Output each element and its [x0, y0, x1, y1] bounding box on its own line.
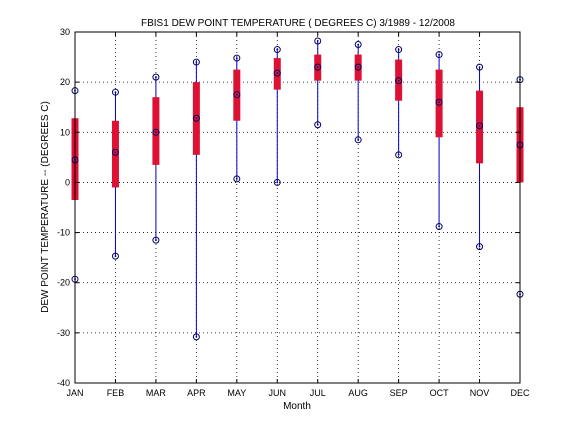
x-tick-label: JUL [310, 388, 326, 398]
x-tick-label: DEC [510, 388, 530, 398]
y-tick-label: -30 [57, 328, 70, 338]
max-marker-dot-sep [397, 48, 400, 51]
x-tick-label: FEB [107, 388, 125, 398]
chart-title: FBIS1 DEW POINT TEMPERATURE ( DEGREES C)… [141, 18, 455, 29]
max-marker-dot-feb [114, 91, 117, 94]
median-marker-aug [354, 63, 362, 71]
iqr-box-feb [111, 120, 119, 188]
median-marker-oct [435, 98, 443, 106]
min-marker-dot-nov [478, 245, 481, 248]
min-marker-dot-sep [397, 153, 400, 156]
median-marker-jun [273, 69, 281, 77]
median-marker-dot-nov [478, 124, 481, 127]
max-marker-apr [192, 58, 200, 66]
x-tick-label: MAY [227, 388, 246, 398]
min-marker-mar [152, 236, 160, 244]
max-marker-dot-mar [155, 76, 157, 79]
y-tick-label: 30 [60, 27, 70, 37]
max-marker-dot-jun [276, 48, 279, 51]
min-marker-sep [395, 151, 403, 159]
y-axis-ticks: -40 -30 -20 -10 0 10 20 30 [57, 27, 520, 388]
min-marker-dot-oct [438, 225, 440, 228]
median-marker-jul [314, 63, 322, 71]
median-marker-feb [111, 148, 119, 156]
x-axis-ticks: JAN FEB MAR APR MAY JUN JUL AUG SEP OCT NOV DEC [66, 32, 530, 398]
y-tick-label: 10 [60, 127, 70, 137]
median-marker-dot-jun [276, 72, 279, 75]
iqr-box-nov [476, 90, 484, 164]
y-axis-label: DEW POINT TEMPERATURE -- (DEGREES C) [40, 101, 51, 313]
iqr-box-oct [435, 69, 443, 138]
max-marker-dot-nov [478, 66, 481, 68]
min-marker-nov [476, 243, 484, 251]
min-marker-oct [435, 223, 443, 231]
y-tick-label: 20 [60, 77, 70, 87]
stat-markers [71, 37, 524, 341]
plot-frame [74, 31, 521, 384]
y-tick-label: -20 [57, 278, 70, 288]
max-marker-may [233, 54, 241, 62]
y-tick-label: -40 [57, 378, 70, 388]
min-marker-jul [314, 121, 322, 129]
max-marker-sep [395, 46, 403, 54]
min-marker-dot-feb [114, 255, 117, 258]
median-marker-dot-feb [114, 151, 117, 154]
x-tick-label: NOV [470, 388, 490, 398]
median-marker-apr [192, 114, 200, 122]
min-marker-feb [111, 252, 119, 260]
min-marker-dot-jul [316, 123, 319, 126]
x-tick-label: APR [187, 388, 206, 398]
median-marker-may [233, 91, 241, 99]
median-marker-dot-jul [316, 66, 319, 68]
max-marker-dot-aug [357, 43, 360, 46]
x-axis-label: Month [283, 401, 311, 412]
y-tick-label: -10 [57, 228, 70, 238]
median-marker-mar [152, 128, 160, 136]
x-tick-label: AUG [348, 388, 368, 398]
max-marker-dot-may [235, 57, 238, 59]
iqr-box-mar [152, 97, 160, 165]
median-marker-dot-sep [397, 79, 400, 82]
min-marker-dot-mar [155, 239, 157, 241]
max-marker-feb [111, 88, 119, 96]
max-marker-nov [476, 63, 484, 71]
median-marker-dot-mar [155, 131, 157, 134]
x-tick-label: JUN [269, 388, 287, 398]
median-marker-sep [395, 77, 403, 85]
min-marker-jun [273, 178, 281, 186]
median-marker-dot-oct [438, 101, 440, 104]
max-marker-dot-jul [316, 40, 319, 42]
x-tick-label: OCT [430, 388, 450, 398]
max-marker-oct [435, 51, 443, 59]
iqr-boxes [71, 54, 524, 200]
median-marker-dot-aug [357, 66, 360, 68]
max-marker-jun [273, 46, 281, 54]
max-marker-aug [354, 41, 362, 49]
max-marker-mar [152, 73, 160, 81]
y-tick-label: 0 [65, 177, 70, 187]
median-marker-dot-apr [195, 117, 198, 120]
min-marker-dot-apr [195, 335, 198, 338]
max-marker-jul [314, 37, 322, 45]
median-marker-dot-may [235, 93, 238, 96]
max-marker-dot-apr [195, 61, 198, 63]
min-marker-dot-aug [357, 138, 360, 141]
min-marker-apr [192, 333, 200, 341]
whiskers [74, 41, 521, 337]
x-tick-label: SEP [390, 388, 408, 398]
min-marker-may [233, 175, 241, 183]
grid-lines [75, 32, 520, 383]
min-marker-dot-may [235, 178, 238, 180]
min-marker-dot-jun [276, 181, 279, 184]
x-tick-label: MAR [146, 388, 167, 398]
x-tick-label: JAN [66, 388, 83, 398]
min-marker-aug [354, 136, 362, 144]
median-marker-nov [476, 122, 484, 130]
max-marker-dot-oct [438, 53, 440, 56]
